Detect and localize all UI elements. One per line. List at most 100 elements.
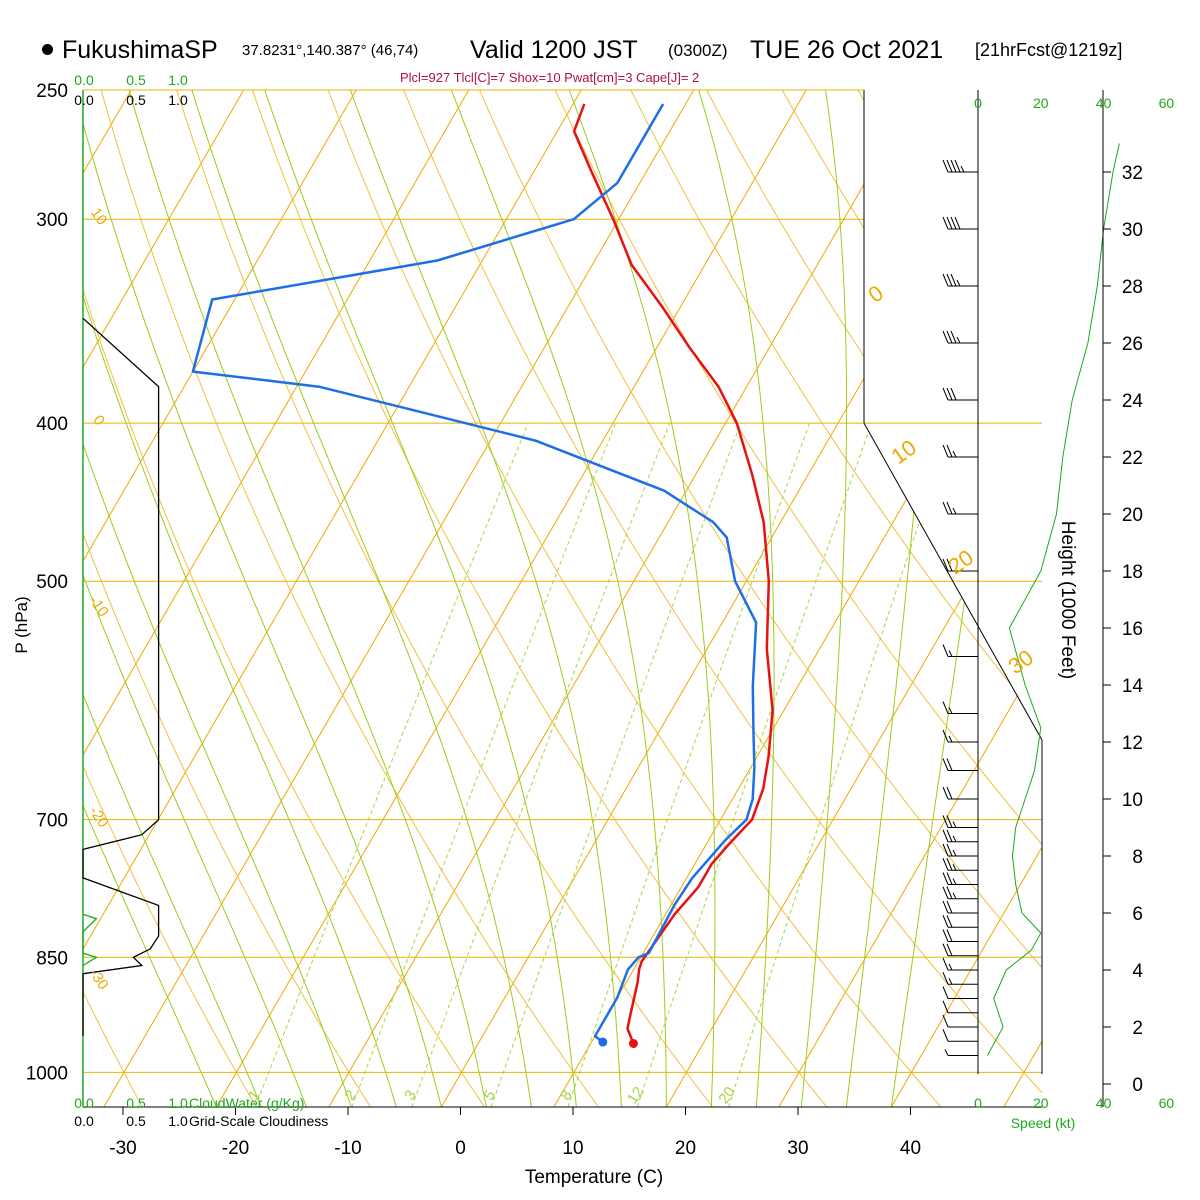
wind-barb — [942, 387, 978, 401]
wind-barb-feather — [942, 929, 949, 942]
isotherm-label: 0 — [89, 412, 108, 429]
wind-barb-feather — [942, 1029, 949, 1042]
wind-barb-feather — [942, 216, 949, 230]
wind-barb-feather — [942, 1000, 949, 1013]
cloudiness-top-tick: 0.5 — [126, 92, 146, 108]
height-tick-label: 4 — [1132, 961, 1143, 982]
wind-barb-half-feather — [948, 963, 953, 971]
wind-barb — [942, 1000, 978, 1014]
speed-bottom-tick: 20 — [1033, 1095, 1049, 1111]
height-tick-label: 18 — [1122, 562, 1143, 583]
wind-barb — [942, 1014, 978, 1028]
moist-adiabat-line — [83, 90, 442, 1107]
wind-barb — [942, 986, 978, 999]
moist-adiabat-line — [83, 90, 262, 1107]
isotherm-line — [1116, 90, 1200, 1107]
wind-barb-feather — [942, 986, 949, 999]
moist-adiabat-line — [349, 90, 622, 1107]
wind-barb — [942, 786, 978, 800]
dry-adiabat-line — [403, 90, 1042, 1107]
isotherm-line — [778, 90, 1042, 1107]
wind-barb-feather — [942, 444, 949, 458]
wind-barb-feather — [942, 915, 949, 928]
moist-adiabat-line — [191, 90, 532, 1107]
mixing-ratio-label: 8 — [557, 1087, 576, 1104]
wind-barb-feather — [942, 701, 949, 714]
pressure-tick-label: 300 — [36, 210, 68, 231]
isotherm-line — [328, 90, 920, 1107]
wind-barb-feather — [942, 829, 949, 842]
pressure-tick-label: 500 — [36, 572, 68, 593]
height-tick-label: 14 — [1122, 676, 1144, 697]
wind-barb — [942, 701, 978, 714]
height-tick-label: 22 — [1122, 448, 1143, 469]
height-tick-label: 28 — [1122, 277, 1143, 298]
wind-barb-half-feather — [956, 279, 961, 287]
wind-barb-half-feather — [948, 735, 953, 743]
x-tick-label: 20 — [675, 1138, 696, 1159]
x-tick-label: 40 — [900, 1138, 921, 1159]
valid-date: TUE 26 Oct 2021 — [750, 36, 944, 64]
mixing-ratio-label: 20 — [715, 1084, 738, 1107]
height-tick-label: 6 — [1132, 904, 1143, 925]
wind-barb-feather — [946, 786, 953, 800]
moist-adiabat-line — [83, 90, 397, 1107]
cloud-water-top-tick: 0.5 — [126, 72, 146, 88]
frame-diagonal — [863, 422, 1043, 741]
valid-zulu: (0300Z) — [668, 41, 728, 60]
temperature-profile-line — [572, 103, 774, 1044]
cloud-panel — [82, 317, 160, 1037]
x-tick-label: -30 — [109, 1138, 136, 1159]
wind-barb-feather — [942, 872, 949, 885]
mixing-ratio-line — [490, 422, 742, 1107]
wind-barb-feather — [950, 330, 957, 344]
sounding-indices: Plcl=927 Tlcl[C]=7 Shox=10 Pwat[cm]=3 Ca… — [400, 70, 700, 85]
wind-barb — [942, 943, 978, 957]
mixing-ratio-label: 12 — [624, 1084, 647, 1107]
wind-barb-feather — [942, 273, 949, 287]
wind-barb-half-feather — [952, 864, 957, 871]
speed-bottom-tick: 40 — [1096, 1095, 1112, 1111]
mixing-ratio-line — [636, 422, 873, 1107]
wind-barb — [942, 330, 978, 344]
isotherm-line — [215, 90, 807, 1107]
cloudiness-top-tick: 1.0 — [168, 92, 188, 108]
dry-adiabat-line — [83, 90, 485, 1107]
speed-top-tick: 60 — [1159, 95, 1175, 111]
wind-barb-feather — [946, 858, 953, 871]
sounding-profiles — [191, 103, 774, 1048]
mixing-ratio-line — [728, 422, 954, 1107]
cloudiness-bottom-tick: 0.0 — [74, 1113, 94, 1129]
cloudiness-profile-line — [82, 317, 160, 1037]
wind-barb-feather — [942, 786, 949, 800]
x-tick-label: 10 — [562, 1138, 583, 1159]
dry-adiabat-line — [857, 90, 1042, 1107]
mixing-ratio-line — [411, 422, 671, 1107]
wind-barb-feather — [946, 829, 953, 842]
moist-adiabat-line — [890, 90, 1030, 1107]
height-tick-label: 24 — [1122, 391, 1144, 412]
moist-adiabat-line — [698, 90, 775, 1107]
wind-barb-feather — [946, 501, 953, 515]
dewpoint-profile-line — [191, 103, 758, 1043]
mixing-ratio-label: 5 — [480, 1087, 499, 1104]
wind-barb-feather — [946, 330, 953, 344]
wind-barb-feather — [950, 273, 957, 287]
isotherm-line — [83, 90, 357, 1107]
dewpoint-profile-surface-marker — [598, 1037, 608, 1047]
wind-barb — [942, 915, 978, 928]
isotherm-line — [553, 90, 1042, 1107]
wind-barb-feather — [946, 273, 953, 287]
y-axis-title: P (hPa) — [12, 596, 31, 653]
background-lines — [83, 90, 1200, 1107]
wind-barb — [942, 444, 978, 458]
height-tick-label: 2 — [1132, 1018, 1143, 1039]
wind-barb-feather — [946, 943, 953, 956]
height-axis-title: Height (1000 Feet) — [1057, 521, 1078, 679]
cloud-water-top-tick: 0.0 — [74, 72, 94, 88]
wind-barb — [942, 729, 978, 743]
speed-axis-label: Speed (kt) — [1011, 1115, 1076, 1131]
pressure-tick-label: 250 — [36, 81, 68, 102]
